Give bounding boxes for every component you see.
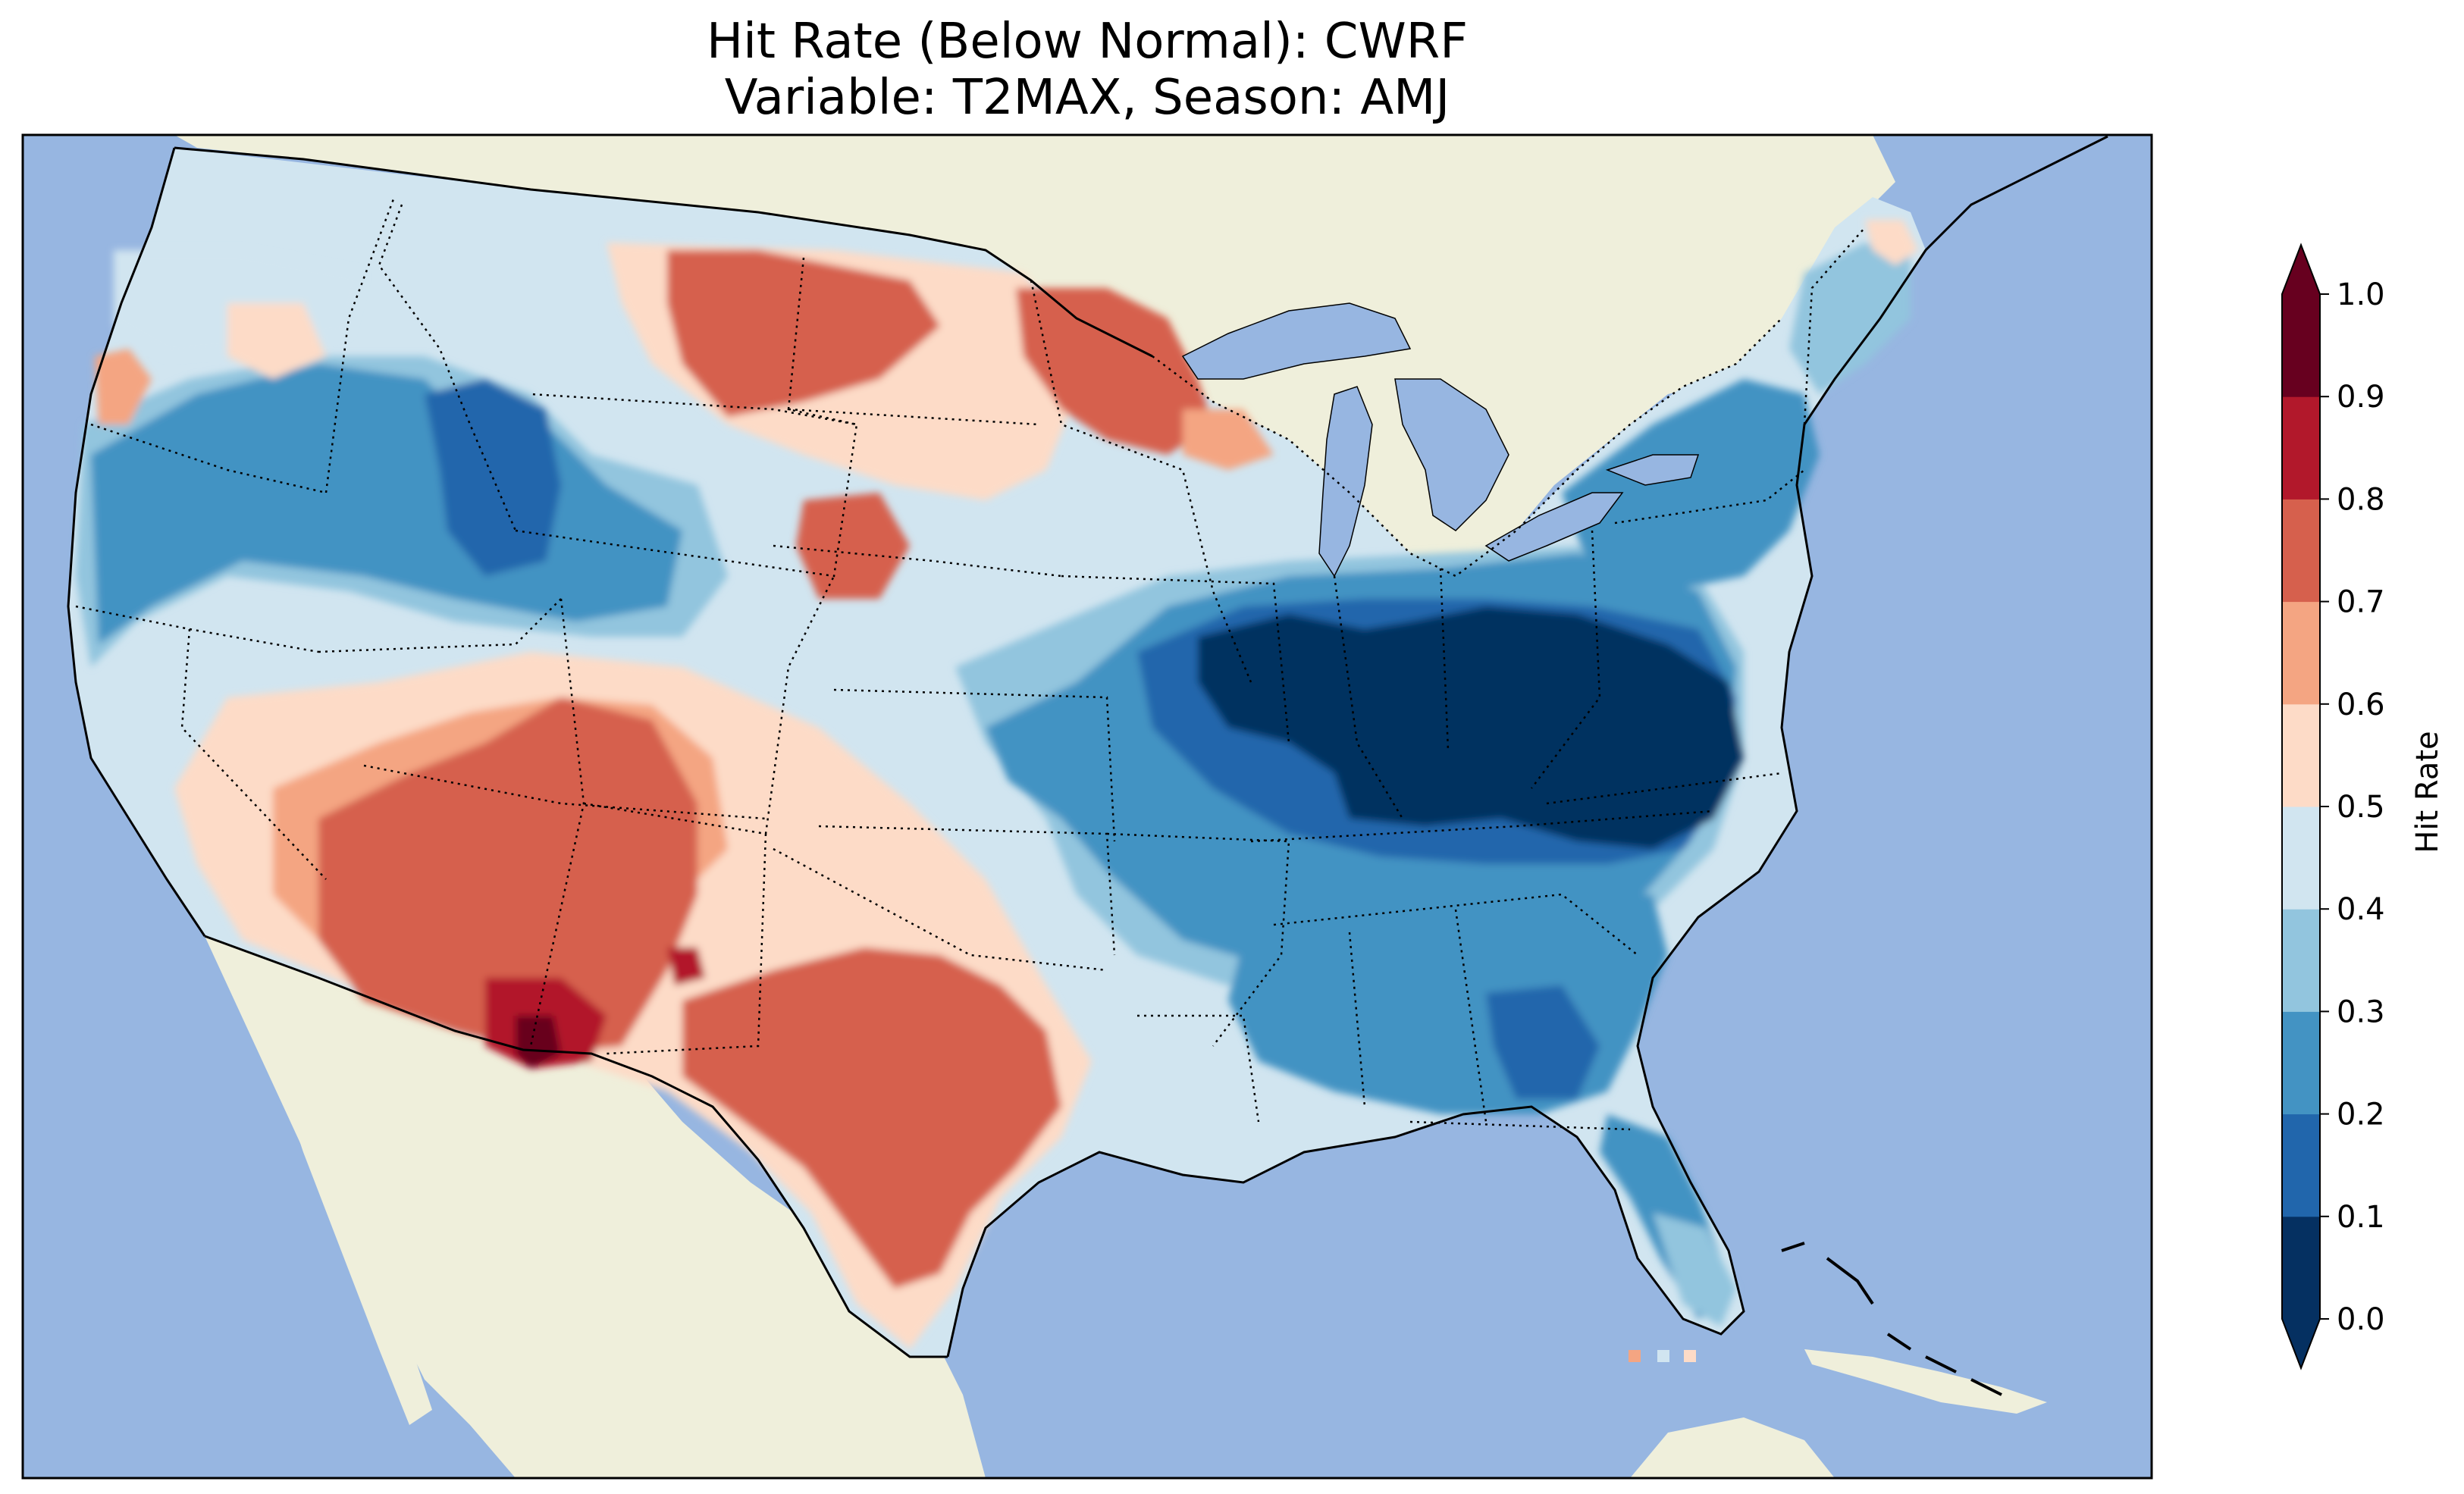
us-coastline — [67, 135, 2108, 1358]
colorbar-tick-label: 0.0 — [2337, 1302, 2385, 1337]
colorbar-bin-0.4-0.5 — [2282, 807, 2320, 910]
field-southwest-red — [318, 697, 698, 1054]
plot-title-line1: Hit Rate (Below Normal): CWRF — [707, 14, 1468, 70]
border-nm-tx — [606, 833, 767, 1055]
colorbar-bin-0.8-0.9 — [2282, 396, 2320, 500]
border-sd-ne — [773, 544, 1062, 578]
field-florida-light-blue — [1653, 1213, 1736, 1326]
colorbar-bin-0.3-0.4 — [2282, 909, 2320, 1012]
field-new-england-light-blue — [1789, 243, 1911, 394]
colorbar: 0.0 0.1 0.2 0.3 0.4 0.5 0.6 0.7 0.8 0.9 1.0 Hit Ra… — [2281, 243, 2445, 1370]
field-ohio-valley-navy — [1198, 606, 1744, 849]
field-minnesota-salmon — [1183, 409, 1274, 470]
border-nv-ut — [318, 598, 562, 653]
colorbar-bin-0.5-0.6 — [2282, 703, 2320, 807]
border-oh-pa-wv — [1531, 530, 1601, 789]
border-id-mt — [378, 204, 517, 531]
field-nebraska-red — [796, 493, 910, 599]
border-ky-tn — [1250, 810, 1714, 843]
border-il-in — [1333, 575, 1404, 819]
border-tn-ms-al — [1273, 893, 1638, 956]
colorbar-tick-label: 0.7 — [2337, 585, 2385, 620]
keys-cell-2 — [1657, 1350, 1669, 1362]
border-ok-tx — [773, 847, 1108, 972]
border-ne-ks — [833, 688, 1116, 842]
border-us-canada-great-lakes — [1152, 318, 1782, 578]
field-oregon-salmon2 — [227, 303, 326, 379]
colorbar-tick-label: 1.0 — [2337, 277, 2385, 312]
colorbar-tick-label: 0.3 — [2337, 994, 2385, 1029]
map-panel — [23, 135, 2152, 1478]
colorbar-tick-label: 0.2 — [2337, 1098, 2385, 1132]
lake-michigan — [1318, 386, 1373, 578]
colorbar-ticks: 0.0 0.1 0.2 0.3 0.4 0.5 0.6 0.7 0.8 0.9 1.0 — [2320, 277, 2385, 1337]
keys-cell-3 — [1684, 1350, 1696, 1362]
bahamas-islands — [1781, 1242, 2002, 1396]
border-ga-fl — [1409, 1120, 1631, 1131]
colorbar-tick-label: 0.9 — [2337, 380, 2385, 415]
lake-superior — [1181, 302, 1412, 380]
colorbar-bin-0.6-0.7 — [2282, 601, 2320, 705]
colorbar-tick-label: 0.8 — [2337, 482, 2385, 517]
mexico-land — [205, 936, 986, 1478]
colorbar-label: Hit Rate — [2410, 731, 2445, 853]
colorbar-under-arrow — [2282, 1319, 2320, 1368]
colorbar-bin-0.2-0.3 — [2282, 1011, 2320, 1115]
lake-ontario — [1605, 454, 1700, 486]
island-2 — [1826, 1257, 1874, 1305]
map-frame — [21, 133, 2153, 1480]
yucatan-land — [1630, 1417, 1835, 1478]
colorbar-tick-label: 0.1 — [2337, 1200, 2385, 1235]
international-border — [174, 146, 1153, 1358]
colorbar-bin-0.7-0.8 — [2282, 499, 2320, 603]
island-5 — [1970, 1378, 2002, 1396]
field-georgia-dark-blue — [1486, 985, 1600, 1099]
colorbar-tick-label: 0.6 — [2337, 687, 2385, 722]
island-1 — [1781, 1242, 1805, 1252]
field-maine-pale-red — [1865, 220, 1918, 265]
cuba-land — [1804, 1349, 2047, 1414]
baja-california — [258, 978, 432, 1425]
florida-keys-cells — [1629, 1350, 1696, 1362]
lake-huron — [1394, 378, 1509, 531]
field-northeast-blue — [1562, 379, 1820, 591]
us-hit-rate-field — [68, 148, 1926, 1357]
colorbar-bins — [2282, 294, 2320, 1320]
state-borders — [75, 196, 1866, 1131]
colorbar-bin-0.9-1.0 — [2282, 294, 2320, 397]
border-la-ar — [1137, 1014, 1260, 1123]
border-mo-ar — [1106, 832, 1290, 1047]
border-nd-sd — [788, 408, 1039, 426]
lake-erie — [1484, 492, 1624, 562]
field-new-mexico-darkred — [516, 1016, 561, 1069]
island-3 — [1886, 1333, 1912, 1351]
border-in-oh — [1439, 568, 1450, 751]
border-co-nm — [583, 575, 835, 835]
great-lakes — [1181, 302, 1700, 578]
border-new-england — [1803, 227, 1866, 425]
border-ia-mo — [1061, 575, 1290, 744]
field-arizona-crimson — [667, 947, 705, 985]
colorbar-over-arrow — [2282, 245, 2320, 294]
colorbar-tick-label: 0.4 — [2337, 892, 2385, 927]
plot-title-line2: Variable: T2MAX, Season: AMJ — [725, 70, 1450, 126]
border-wa-or — [90, 423, 327, 494]
colorbar-tick-label: 0.5 — [2337, 790, 2385, 825]
field-texas-red — [682, 947, 1061, 1289]
border-ny-pa — [1614, 469, 1805, 525]
field-minnesota-red — [1016, 288, 1213, 455]
border-ms-al — [1348, 932, 1366, 1107]
border-al-ga — [1454, 909, 1487, 1123]
colorbar-bin-0.0-0.1 — [2282, 1216, 2320, 1320]
colorbar-bin-0.1-0.2 — [2282, 1113, 2320, 1217]
island-4 — [1925, 1355, 1957, 1373]
keys-cell-1 — [1629, 1350, 1641, 1362]
field-montana-red — [667, 250, 940, 417]
field-oregon-salmon — [95, 349, 152, 424]
